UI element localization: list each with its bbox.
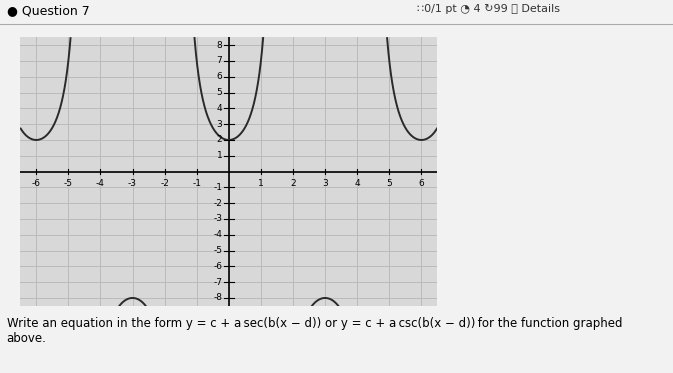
- Text: Write an equation in the form y = c + a sec(b(x − d)) or y = c + a csc(b(x − d)): Write an equation in the form y = c + a …: [7, 317, 623, 345]
- Text: 4: 4: [217, 104, 222, 113]
- Text: 7: 7: [217, 56, 222, 66]
- Text: ∷0/1 pt ◔ 4 ↻99 ⓘ Details: ∷0/1 pt ◔ 4 ↻99 ⓘ Details: [417, 4, 560, 14]
- Text: -7: -7: [213, 278, 222, 287]
- Text: -8: -8: [213, 294, 222, 303]
- Text: -4: -4: [213, 230, 222, 239]
- Text: 1: 1: [217, 151, 222, 160]
- Text: -2: -2: [160, 179, 169, 188]
- Text: 5: 5: [217, 88, 222, 97]
- Text: 6: 6: [419, 179, 424, 188]
- Text: -5: -5: [64, 179, 73, 188]
- Text: 6: 6: [217, 72, 222, 81]
- Text: -5: -5: [213, 246, 222, 255]
- Text: 2: 2: [290, 179, 296, 188]
- Text: 1: 1: [258, 179, 264, 188]
- Text: 3: 3: [322, 179, 328, 188]
- Text: 2: 2: [217, 135, 222, 144]
- Text: 4: 4: [355, 179, 360, 188]
- Text: -3: -3: [213, 214, 222, 223]
- Text: ● Question 7: ● Question 7: [7, 4, 90, 17]
- Text: -4: -4: [96, 179, 105, 188]
- Text: -2: -2: [213, 199, 222, 208]
- Text: -1: -1: [213, 183, 222, 192]
- Text: 5: 5: [386, 179, 392, 188]
- Text: 8: 8: [217, 41, 222, 50]
- Text: -6: -6: [32, 179, 41, 188]
- Text: -1: -1: [192, 179, 201, 188]
- Text: 3: 3: [217, 120, 222, 129]
- Text: -3: -3: [128, 179, 137, 188]
- Text: -6: -6: [213, 262, 222, 271]
